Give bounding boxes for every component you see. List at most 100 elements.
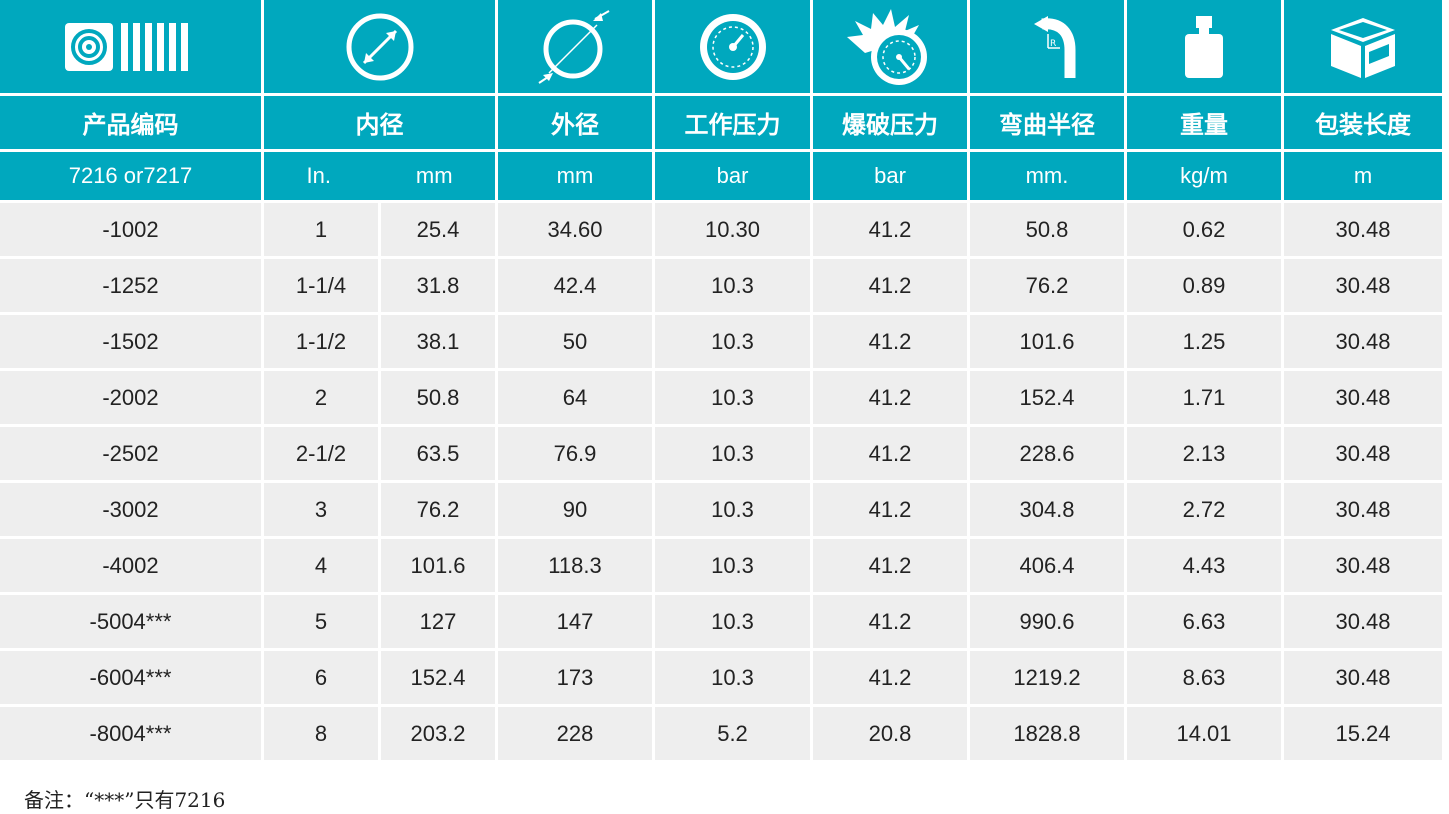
cell-code: -1002	[0, 203, 264, 259]
cell-package-length: 30.48	[1284, 315, 1442, 371]
cell-outer-mm: 50	[498, 315, 655, 371]
cell-inner-in: 5	[264, 595, 381, 651]
cell-code: -1502	[0, 315, 264, 371]
inner-diameter-icon	[264, 0, 498, 96]
cell-inner-in: 2	[264, 371, 381, 427]
title-row: 产品编码 内径 外径 工作压力 爆破压力 弯曲半径 重量 包装长度	[0, 96, 1449, 152]
cell-bend-radius: 990.6	[970, 595, 1127, 651]
cell-outer-mm: 34.60	[498, 203, 655, 259]
cell-working-pressure: 10.3	[655, 483, 813, 539]
footnote: 备注：“***”只有7216	[24, 788, 226, 812]
cell-weight: 0.62	[1127, 203, 1284, 259]
unit-code: 7216 or7217	[0, 152, 264, 203]
weight-icon	[1127, 0, 1284, 96]
cell-weight: 2.72	[1127, 483, 1284, 539]
unit-inner-diameter: In. mm	[264, 152, 498, 203]
table-row: -1002 1 25.4 34.60 10.30 41.2 50.8 0.62 30.48	[0, 203, 1449, 259]
svg-text:R: R	[1050, 39, 1056, 49]
unit-row: 7216 or7217 In. mm mm bar bar mm. kg/m m	[0, 152, 1449, 203]
cell-inner-mm: 127	[381, 595, 498, 651]
cell-code: -5004***	[0, 595, 264, 651]
cell-burst-pressure: 41.2	[813, 427, 970, 483]
cell-weight: 6.63	[1127, 595, 1284, 651]
cell-code: -2502	[0, 427, 264, 483]
cell-outer-mm: 64	[498, 371, 655, 427]
spec-table: R 产品编码 内径 外径 工作压力 爆破压力 弯曲半径 重量	[0, 0, 1449, 763]
col-title-code: 产品编码	[0, 96, 264, 152]
col-title-outer-diameter: 外径	[498, 96, 655, 152]
cell-package-length: 30.48	[1284, 203, 1442, 259]
cell-outer-mm: 228	[498, 707, 655, 763]
table-row: -3002 3 76.2 90 10.3 41.2 304.8 2.72 30.48	[0, 483, 1449, 539]
col-title-package-length: 包装长度	[1284, 96, 1442, 152]
col-title-working-pressure: 工作压力	[655, 96, 813, 152]
cell-weight: 2.13	[1127, 427, 1284, 483]
unit-burst-pressure: bar	[813, 152, 970, 203]
cell-inner-in: 1-1/2	[264, 315, 381, 371]
cell-burst-pressure: 20.8	[813, 707, 970, 763]
cell-code: -4002	[0, 539, 264, 595]
cell-outer-mm: 118.3	[498, 539, 655, 595]
table-row: -1252 1-1/4 31.8 42.4 10.3 41.2 76.2 0.89 30.48	[0, 259, 1449, 315]
cell-code: -3002	[0, 483, 264, 539]
cell-weight: 8.63	[1127, 651, 1284, 707]
cell-inner-in: 3	[264, 483, 381, 539]
table-row: -5004*** 5 127 147 10.3 41.2 990.6 6.63 30.48	[0, 595, 1449, 651]
cell-burst-pressure: 41.2	[813, 595, 970, 651]
cell-code: -2002	[0, 371, 264, 427]
cell-inner-in: 1-1/4	[264, 259, 381, 315]
cell-working-pressure: 10.3	[655, 315, 813, 371]
cell-bend-radius: 1828.8	[970, 707, 1127, 763]
burst-gauge-icon	[813, 0, 970, 96]
cell-working-pressure: 10.3	[655, 539, 813, 595]
cell-working-pressure: 10.3	[655, 595, 813, 651]
cell-code: -1252	[0, 259, 264, 315]
cell-bend-radius: 228.6	[970, 427, 1127, 483]
cell-burst-pressure: 41.2	[813, 371, 970, 427]
table-row: -6004*** 6 152.4 173 10.3 41.2 1219.2 8.63 30.48	[0, 651, 1449, 707]
table-body: -1002 1 25.4 34.60 10.30 41.2 50.8 0.62 30.48 -12…	[0, 203, 1449, 763]
icon-row: R	[0, 0, 1449, 96]
cell-package-length: 30.48	[1284, 259, 1442, 315]
table-row: -2502 2-1/2 63.5 76.9 10.3 41.2 228.6 2.13 30.48	[0, 427, 1449, 483]
cell-outer-mm: 42.4	[498, 259, 655, 315]
cell-bend-radius: 76.2	[970, 259, 1127, 315]
cell-weight: 4.43	[1127, 539, 1284, 595]
cell-inner-in: 8	[264, 707, 381, 763]
cell-inner-mm: 25.4	[381, 203, 498, 259]
cell-burst-pressure: 41.2	[813, 203, 970, 259]
cell-inner-in: 1	[264, 203, 381, 259]
table-row: -8004*** 8 203.2 228 5.2 20.8 1828.8 14.01 15.24	[0, 707, 1449, 763]
cell-outer-mm: 147	[498, 595, 655, 651]
cell-inner-mm: 50.8	[381, 371, 498, 427]
table-row: -2002 2 50.8 64 10.3 41.2 152.4 1.71 30.48	[0, 371, 1449, 427]
bend-radius-icon: R	[970, 0, 1127, 96]
cell-inner-in: 4	[264, 539, 381, 595]
cell-weight: 1.25	[1127, 315, 1284, 371]
col-title-burst-pressure: 爆破压力	[813, 96, 970, 152]
cell-working-pressure: 10.3	[655, 651, 813, 707]
cell-working-pressure: 5.2	[655, 707, 813, 763]
cell-weight: 1.71	[1127, 371, 1284, 427]
cell-package-length: 30.48	[1284, 483, 1442, 539]
cell-inner-mm: 63.5	[381, 427, 498, 483]
cell-inner-mm: 203.2	[381, 707, 498, 763]
package-box-icon	[1284, 0, 1442, 96]
cell-weight: 14.01	[1127, 707, 1284, 763]
cell-inner-in: 2-1/2	[264, 427, 381, 483]
cell-working-pressure: 10.3	[655, 371, 813, 427]
cell-working-pressure: 10.3	[655, 427, 813, 483]
cell-weight: 0.89	[1127, 259, 1284, 315]
cell-burst-pressure: 41.2	[813, 539, 970, 595]
cell-bend-radius: 304.8	[970, 483, 1127, 539]
cell-inner-mm: 31.8	[381, 259, 498, 315]
table-row: -4002 4 101.6 118.3 10.3 41.2 406.4 4.43 30.48	[0, 539, 1449, 595]
col-title-bend-radius: 弯曲半径	[970, 96, 1127, 152]
cell-package-length: 30.48	[1284, 427, 1442, 483]
cell-burst-pressure: 41.2	[813, 315, 970, 371]
cell-outer-mm: 90	[498, 483, 655, 539]
table-row: -1502 1-1/2 38.1 50 10.3 41.2 101.6 1.25 30.48	[0, 315, 1449, 371]
cell-burst-pressure: 41.2	[813, 259, 970, 315]
unit-inner-in: In.	[306, 163, 331, 188]
cell-burst-pressure: 41.2	[813, 483, 970, 539]
